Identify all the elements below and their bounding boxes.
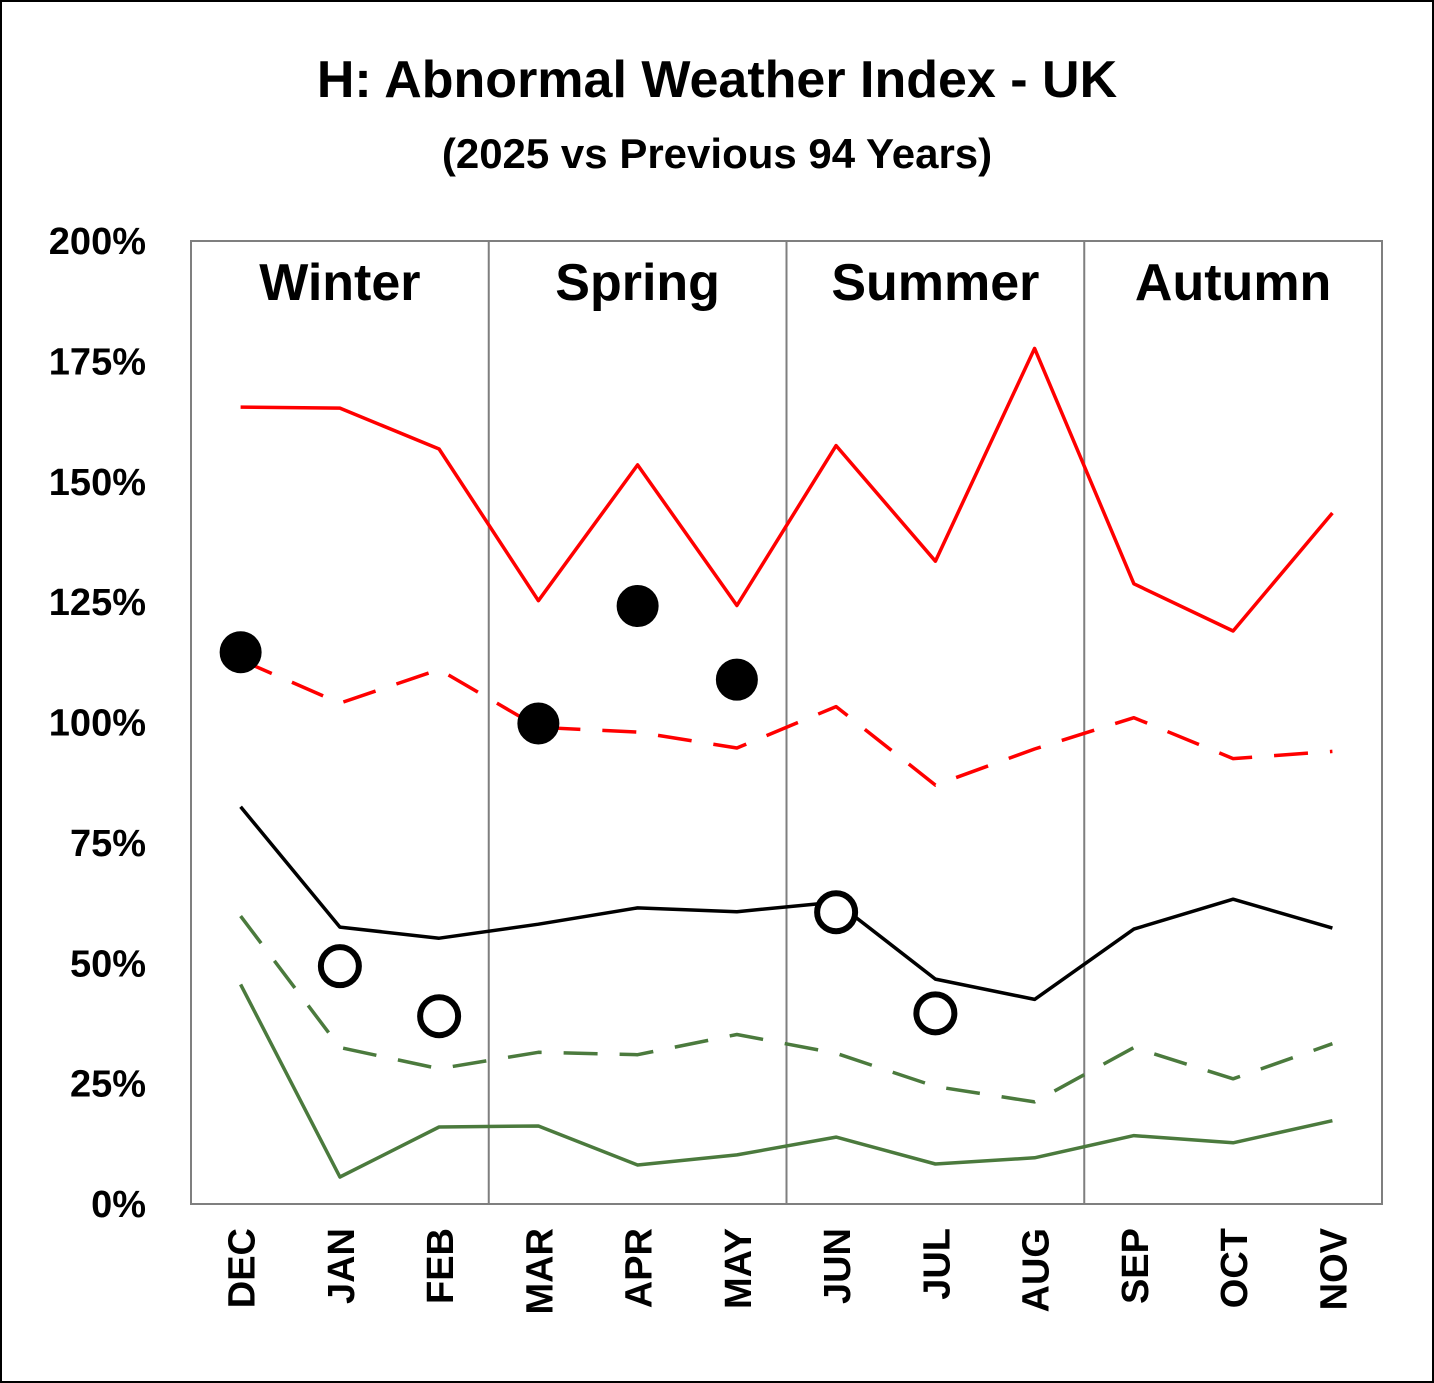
y-tick-label: 50% bbox=[70, 943, 146, 985]
x-tick-label-dec: DEC bbox=[222, 1228, 264, 1308]
x-tick-label-apr: APR bbox=[619, 1228, 661, 1308]
y-tick-label: 25% bbox=[70, 1064, 146, 1106]
x-axis-ticks: DEC JAN FEB MAR APR MAY JUN JUL AUG SEP OCT NOV bbox=[222, 1227, 1356, 1314]
chart-title: H: Abnormal Weather Index - UK bbox=[317, 51, 1118, 109]
y-tick-label: 150% bbox=[49, 462, 146, 504]
season-label-winter: Winter bbox=[259, 254, 420, 312]
series-line-1 bbox=[240, 346, 1334, 633]
y-tick-label: 0% bbox=[91, 1184, 146, 1226]
x-tick-label-mar: MAR bbox=[519, 1228, 561, 1315]
marker-mar bbox=[517, 702, 560, 745]
x-tick-label-aug: AUG bbox=[1016, 1228, 1058, 1312]
x-tick-label-feb: FEB bbox=[420, 1228, 462, 1304]
season-label-spring: Spring bbox=[555, 254, 720, 312]
series-line-4 bbox=[239, 915, 1333, 1104]
x-tick-label-oct: OCT bbox=[1214, 1228, 1256, 1308]
series-line-3 bbox=[239, 805, 1333, 1002]
y-tick-label: 75% bbox=[70, 823, 146, 865]
y-tick-label: 100% bbox=[49, 703, 146, 745]
marker-may bbox=[715, 658, 758, 701]
marker-apr bbox=[616, 584, 659, 627]
season-dividers bbox=[487, 241, 1086, 1204]
chart-subtitle: (2025 vs Previous 94 Years) bbox=[442, 130, 992, 177]
x-tick-label-jan: JAN bbox=[321, 1228, 363, 1304]
marker-jun bbox=[814, 890, 859, 935]
markers bbox=[219, 584, 958, 1039]
series-line-2 bbox=[239, 658, 1333, 787]
x-tick-label-jul: JUL bbox=[916, 1228, 958, 1300]
x-tick-label-nov: NOV bbox=[1313, 1227, 1355, 1310]
x-tick-label-sep: SEP bbox=[1115, 1228, 1157, 1304]
series-line-5 bbox=[239, 983, 1333, 1179]
x-tick-label-may: MAY bbox=[718, 1228, 760, 1309]
y-tick-label: 125% bbox=[49, 582, 146, 624]
season-label-summer: Summer bbox=[831, 254, 1039, 312]
season-labels: Winter Spring Summer Autumn bbox=[259, 254, 1331, 312]
season-label-autumn: Autumn bbox=[1135, 254, 1331, 312]
y-axis-ticks: 0% 25% 50% 75% 100% 125% 150% 175% 200% bbox=[49, 221, 146, 1226]
marker-jul bbox=[913, 991, 958, 1036]
y-tick-label: 175% bbox=[49, 341, 146, 383]
y-tick-label: 200% bbox=[49, 221, 146, 263]
marker-dec bbox=[219, 631, 262, 674]
x-tick-label-jun: JUN bbox=[817, 1228, 859, 1304]
series-lines bbox=[239, 346, 1334, 1179]
marker-feb bbox=[417, 994, 462, 1039]
marker-jan bbox=[317, 944, 362, 989]
